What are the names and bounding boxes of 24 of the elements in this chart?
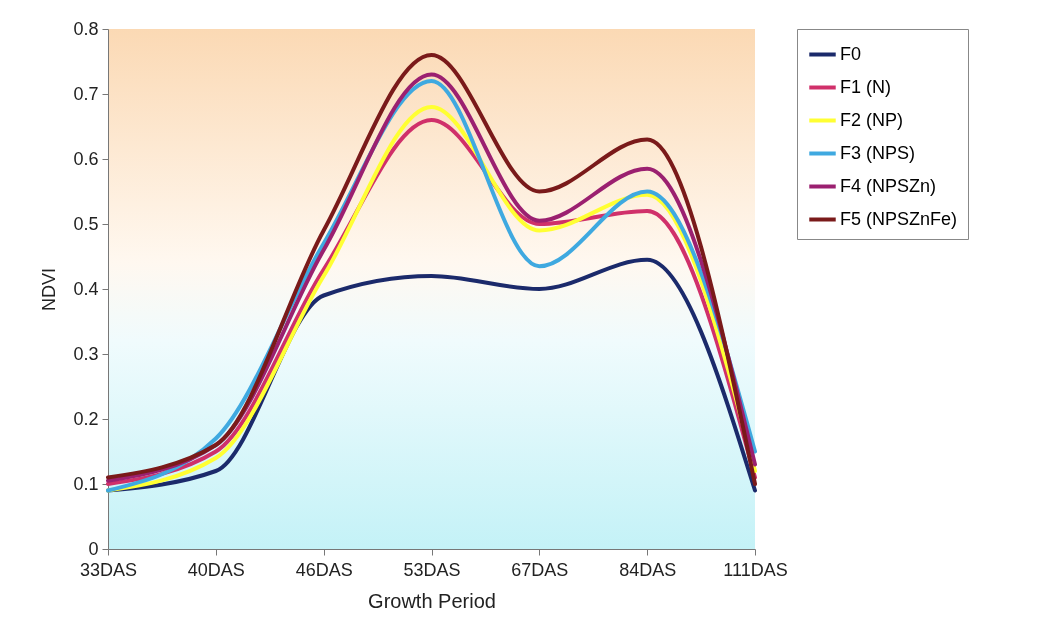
legend-label: F3 (NPS) — [840, 142, 916, 163]
x-tick-label: 84DAS — [619, 559, 677, 580]
legend-label: F5 (NPSZnFe) — [840, 208, 958, 229]
x-tick-label: 33DAS — [79, 559, 138, 580]
y-axis-title: NDVI — [39, 267, 60, 312]
y-tick-label: 0.2 — [73, 408, 99, 429]
y-tick-label: 0.5 — [73, 213, 99, 234]
legend-label: F0 — [840, 43, 862, 64]
y-tick-label: 0.4 — [73, 278, 99, 299]
x-tick-label: 53DAS — [403, 559, 461, 580]
y-tick-label: 0.3 — [73, 343, 99, 364]
x-tick-label: 40DAS — [187, 559, 245, 580]
y-tick-label: 0.7 — [73, 83, 99, 104]
y-tick-label: 0.8 — [73, 18, 99, 39]
legend-label: F1 (N) — [840, 76, 891, 97]
y-tick-label: 0.6 — [73, 148, 99, 169]
legend-label: F4 (NPSZn) — [840, 175, 937, 196]
x-tick-label: 67DAS — [511, 559, 569, 580]
x-tick-label: 46DAS — [295, 559, 353, 580]
legend-label: F2 (NP) — [840, 109, 903, 130]
y-tick-label: 0.1 — [73, 473, 99, 494]
x-axis-title: Growth Period — [368, 589, 496, 612]
y-tick-label: 0 — [88, 538, 99, 559]
x-tick-label: 111DAS — [723, 559, 788, 580]
